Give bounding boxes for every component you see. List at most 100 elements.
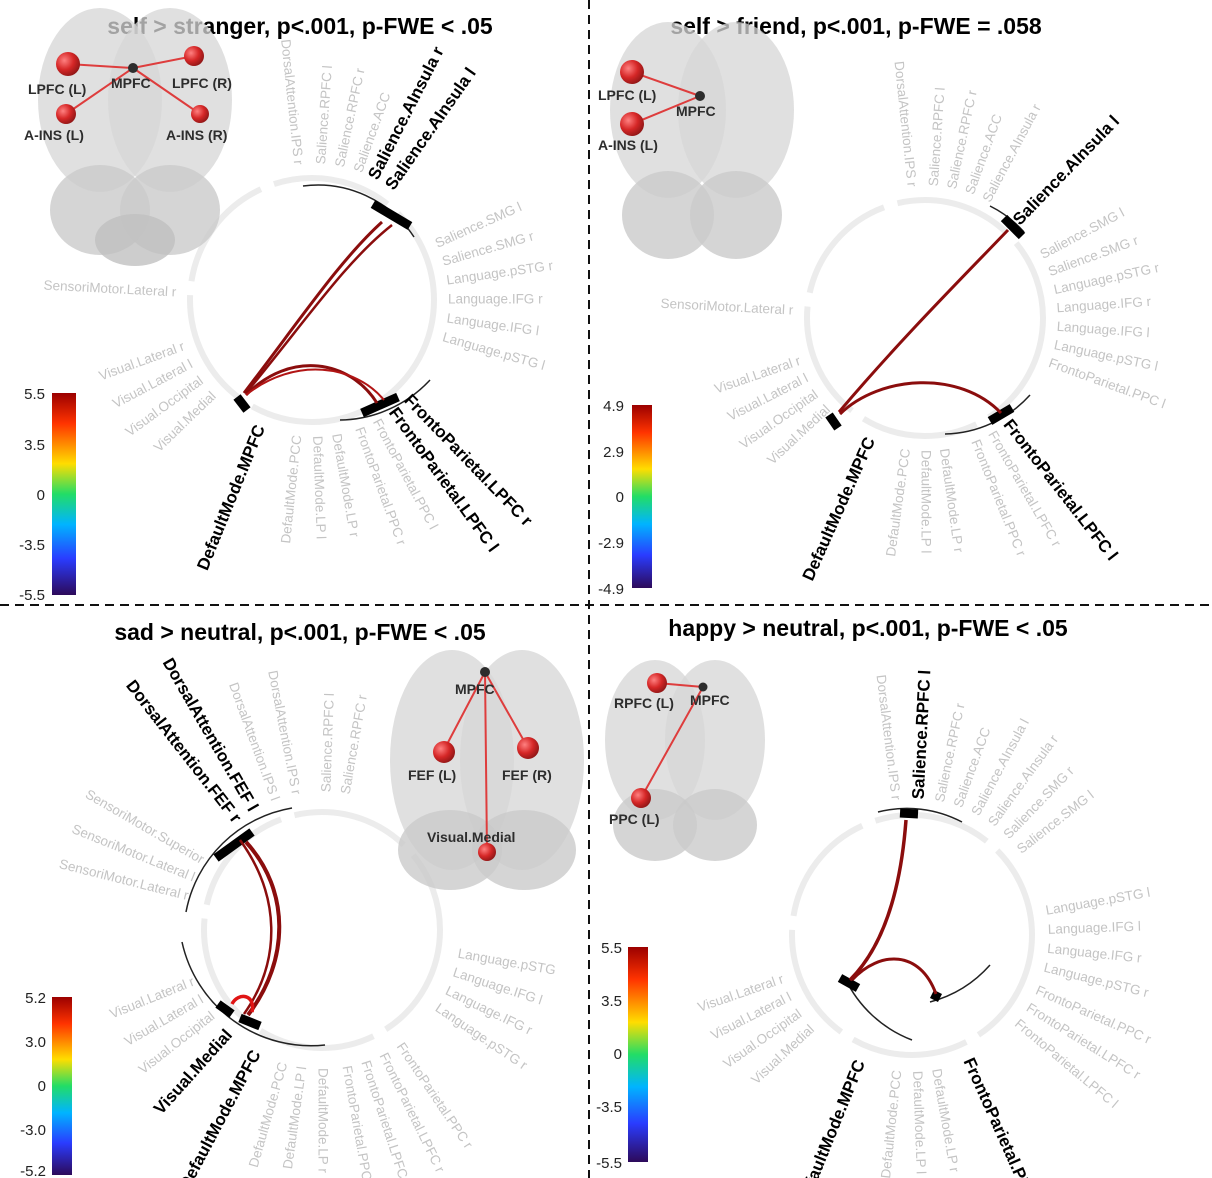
brain-label: MPFC bbox=[676, 103, 716, 119]
circle-ring bbox=[181, 807, 443, 1051]
colorbar-tick: 0 bbox=[614, 1046, 622, 1063]
brain-label: FEF (R) bbox=[502, 767, 552, 783]
colorbar-tick: -3.5 bbox=[19, 537, 45, 554]
brain-inset: LPFC (L) MPFC A-INS (L) bbox=[598, 22, 794, 259]
brain-label: A-INS (L) bbox=[598, 137, 658, 153]
colorbar-tick: 3.5 bbox=[24, 437, 45, 454]
connection-mpfc-lpfc-r bbox=[244, 364, 379, 404]
region-label: DefaultMode.LP l bbox=[918, 450, 933, 553]
colorbar-tick: 0 bbox=[37, 487, 45, 504]
region-label: Salience.RPFC l bbox=[926, 87, 948, 187]
segment-defaultmode-mpfc bbox=[233, 394, 251, 413]
colorbar-tick: -5.2 bbox=[20, 1163, 46, 1178]
brain-inset: RPFC (L) MPFC PPC (L) bbox=[605, 660, 765, 861]
colorbar: 4.9 2.9 0 -2.9 -4.9 bbox=[598, 398, 652, 598]
region-label: DorsalAttention.IPS r bbox=[874, 674, 904, 801]
colorbar-tick: 4.9 bbox=[603, 398, 624, 415]
colorbar-tick: -3.5 bbox=[596, 1099, 622, 1116]
segment-salience-ainsula bbox=[1000, 214, 1026, 240]
region-label: Language.IFG l bbox=[1048, 919, 1142, 937]
colorbar: 5.5 3.5 0 -3.5 -5.5 bbox=[596, 940, 648, 1172]
brain-label: MPFC bbox=[690, 692, 730, 708]
circle-ring bbox=[804, 197, 1046, 439]
colorbar-tick: -5.5 bbox=[19, 587, 45, 604]
segment-frontoparietal-lpfc bbox=[360, 392, 400, 418]
panel-self-stranger: self > stranger, p<.001, p-FWE < .05 Sal… bbox=[19, 8, 554, 604]
region-label-highlight: DefaultMode.MPFC bbox=[799, 434, 879, 583]
brain-label: LPFC (L) bbox=[598, 87, 656, 103]
brain-node bbox=[128, 63, 138, 73]
panel-self-friend: self > friend, p<.001, p-FWE = .058 Sali… bbox=[598, 13, 1168, 598]
brain-node bbox=[56, 52, 80, 76]
brain-node bbox=[647, 673, 667, 693]
colorbar-tick: -4.9 bbox=[598, 581, 624, 598]
region-label-highlight: Salience.RPFC l bbox=[909, 669, 935, 799]
brain-node bbox=[620, 112, 644, 136]
colorbar-tick: 3.0 bbox=[25, 1034, 46, 1051]
region-label: Salience.RPFC l bbox=[313, 65, 335, 165]
region-label-highlight: DefaultMode.MPFC bbox=[193, 422, 269, 573]
region-label: DefaultMode.LP r bbox=[929, 1067, 962, 1173]
segment-salience-rpfc bbox=[899, 808, 919, 819]
segment-defaultmode-mpfc bbox=[825, 412, 842, 431]
brain-node bbox=[517, 737, 539, 759]
region-label: DefaultMode.LP l bbox=[910, 1071, 929, 1175]
circle-ring bbox=[789, 807, 1035, 1058]
connections bbox=[837, 228, 1010, 416]
segment-defaultmode-mpfc bbox=[238, 1013, 262, 1031]
region-label: DefaultMode.LP r bbox=[315, 1068, 330, 1173]
colorbar-tick: 0 bbox=[616, 489, 624, 506]
connection-fef-mpfc-2 bbox=[238, 839, 273, 1015]
brain-label: RPFC (L) bbox=[614, 695, 674, 711]
connections bbox=[242, 220, 393, 404]
connection-visual-mpfc bbox=[230, 994, 255, 1013]
connection-mpfc-rpfc bbox=[848, 819, 908, 982]
colorbar-tick: 5.5 bbox=[24, 386, 45, 403]
region-label: DefaultMode.PCC bbox=[278, 434, 304, 544]
connection-mpfc-lpfc-l bbox=[245, 368, 385, 401]
brain-label: MPFC bbox=[455, 681, 495, 697]
colorbar-tick: -3.0 bbox=[20, 1122, 46, 1139]
segment-frontoparietal-lpfc bbox=[987, 404, 1015, 425]
panel-sad-neutral: sad > neutral, p<.001, p-FWE < .05 Dorsa… bbox=[20, 619, 584, 1178]
region-label: Language.IFG r bbox=[1056, 294, 1152, 316]
brain-node bbox=[698, 682, 708, 692]
region-label: DefaultMode.LP r bbox=[937, 448, 967, 554]
brain-node bbox=[184, 46, 204, 66]
brain-node bbox=[433, 741, 455, 763]
connection-mpfc-lpfc-l bbox=[838, 381, 1003, 416]
brain-label: LPFC (L) bbox=[28, 81, 86, 97]
region-label: SensoriMotor.Lateral r bbox=[660, 296, 794, 318]
segment-defaultmode-mpfc bbox=[837, 974, 861, 992]
region-label: DefaultMode.PCC bbox=[878, 1069, 904, 1178]
circle-ring bbox=[187, 175, 437, 425]
brain-label: A-INS (L) bbox=[24, 127, 84, 143]
colorbar-tick: 5.2 bbox=[25, 990, 46, 1007]
connection-mpfc-ainsula-r bbox=[242, 220, 384, 394]
region-label: Salience.RPFC l bbox=[318, 693, 336, 793]
brain-node bbox=[631, 788, 651, 808]
segment-visual-medial bbox=[215, 1000, 235, 1018]
region-label: Language.IFG r bbox=[1047, 941, 1143, 966]
colorbar-tick: 5.5 bbox=[601, 940, 622, 957]
connection-mpfc-ainsula-l bbox=[245, 224, 393, 394]
brain-node bbox=[620, 60, 644, 84]
brain-node bbox=[478, 843, 496, 861]
colorbar: 5.5 3.5 0 -3.5 -5.5 bbox=[19, 386, 76, 604]
region-label-highlight: FrontoParietal.PPC l bbox=[960, 1055, 1044, 1178]
region-label: Language.pSTG l bbox=[1044, 885, 1151, 918]
colorbar-tick: -2.9 bbox=[598, 535, 624, 552]
connections bbox=[848, 819, 938, 995]
region-label: Language.IFG r bbox=[448, 292, 543, 307]
brain-inset: MPFC FEF (L) FEF (R) Visual.Medial bbox=[390, 650, 584, 890]
region-label-highlight: DefaultMode.MPFC bbox=[793, 1057, 869, 1178]
region-label: DefaultMode.PCC bbox=[883, 447, 913, 557]
region-label: DefaultMode.LP r bbox=[329, 432, 362, 538]
segment-salience-ainsula bbox=[370, 200, 413, 230]
brain-label: LPFC (R) bbox=[172, 75, 232, 91]
brain-node bbox=[695, 91, 705, 101]
brain-label: A-INS (R) bbox=[166, 127, 227, 143]
brain-inset: LPFC (L) MPFC LPFC (R) A-INS (L) A-INS (… bbox=[24, 8, 232, 266]
region-label: DorsalAttention.IPS r bbox=[278, 38, 306, 165]
